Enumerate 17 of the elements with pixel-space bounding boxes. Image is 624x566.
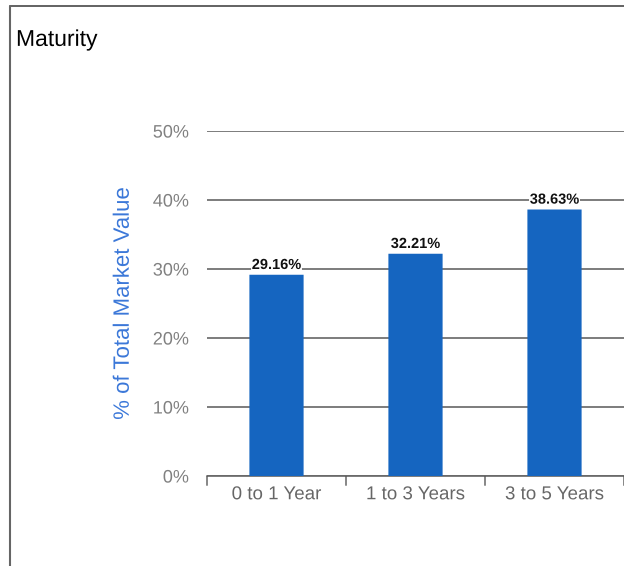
bar bbox=[527, 209, 582, 476]
chart-title: Maturity bbox=[18, 29, 98, 51]
y-tick-label: 50% bbox=[154, 124, 188, 138]
y-tick-label: 40% bbox=[153, 194, 188, 207]
y-tick-label: 20% bbox=[154, 332, 188, 345]
data-label: 38.63% bbox=[530, 193, 579, 204]
y-tick-label: 10% bbox=[154, 400, 188, 414]
bar bbox=[249, 274, 304, 476]
data-label: 32.21% bbox=[391, 238, 440, 248]
y-tick-label: 30% bbox=[153, 262, 188, 276]
bar bbox=[388, 254, 443, 476]
data-label: 29.16% bbox=[252, 258, 301, 270]
x-tick-label: 0 to 1 Year bbox=[232, 486, 322, 500]
x-tick-label: 3 to 5 Years bbox=[506, 486, 604, 500]
x-tick-label: 1 to 3 Years bbox=[367, 486, 464, 500]
y-axis-title: % of Total Market Value bbox=[112, 188, 129, 420]
y-tick-label: 0% bbox=[164, 470, 188, 483]
